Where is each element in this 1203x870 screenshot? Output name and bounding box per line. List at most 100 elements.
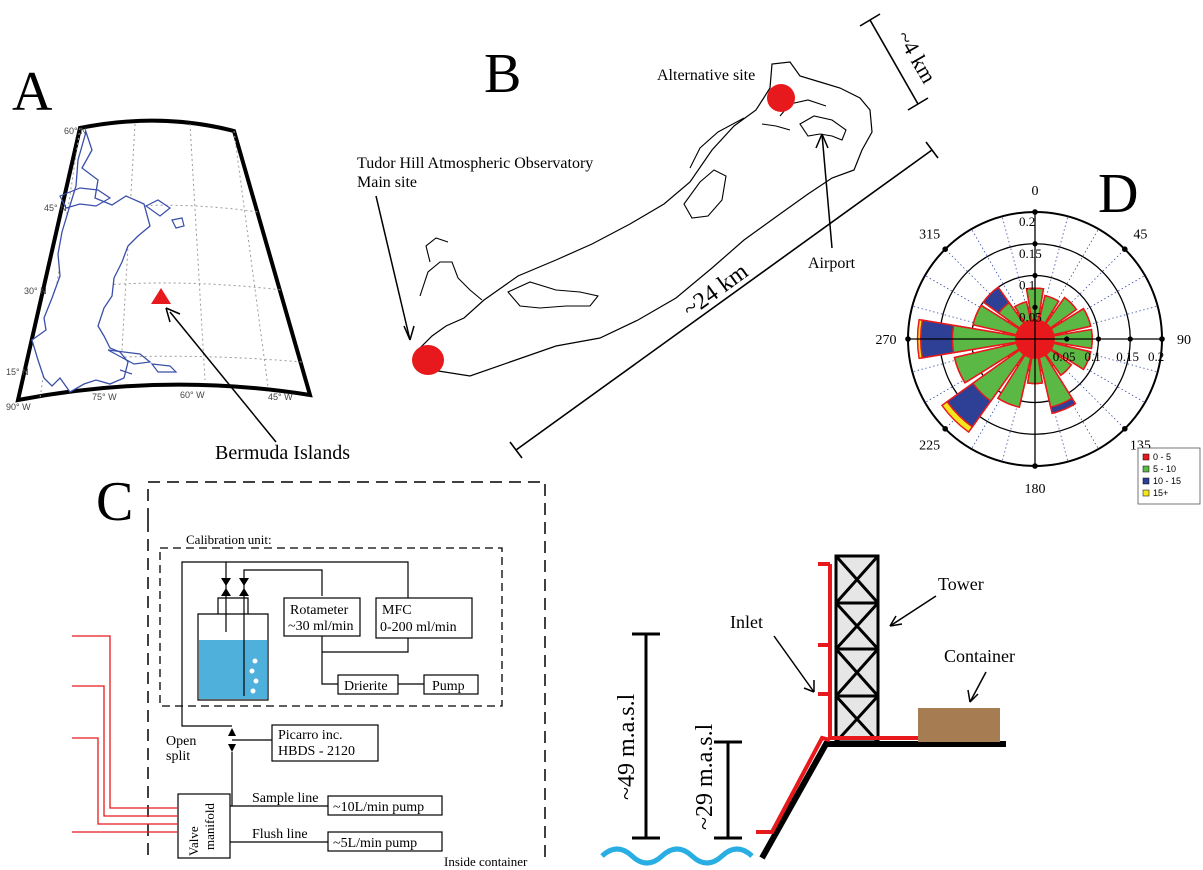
petal-0-225	[1018, 338, 1036, 356]
petal-0-67.5	[1034, 327, 1055, 340]
lon-label-75: 75° W	[92, 392, 117, 402]
legend-swatch-1	[1142, 465, 1150, 473]
radial-label-x-0.15: 0.15	[1116, 349, 1139, 364]
lon-label-60: 60° W	[180, 390, 205, 400]
legend-label-1: 5 - 10	[1153, 464, 1176, 474]
lon-label-45: 45° W	[268, 392, 293, 402]
west-peninsula	[419, 261, 483, 301]
radial-label-y-0.15: 0.15	[1019, 246, 1042, 261]
cal-line-drierite	[321, 636, 338, 685]
petal-0-315	[1018, 322, 1036, 340]
rose-tick-225	[942, 426, 948, 432]
scale-bar-long	[515, 149, 933, 451]
cal-line-to-bottle	[181, 561, 227, 716]
inlet-label: Inlet	[730, 612, 763, 632]
scale-short-label: ~4 km	[892, 26, 942, 87]
main-site-label-line2: Main site	[357, 174, 417, 191]
petal-1-247.5	[953, 338, 1036, 384]
flush-pump-box	[327, 831, 443, 852]
rotameter-flow: ~30 ml/min	[288, 619, 354, 634]
angle-label-0: 0	[1032, 184, 1039, 199]
north-coast-detail	[689, 117, 745, 169]
scale-bar-short-tick-a	[859, 13, 881, 27]
petal-0-135	[1034, 338, 1052, 356]
panel-c: C Calibration unit: Rotameter ~30 ml/min	[72, 471, 1015, 869]
sea-wave	[600, 846, 754, 866]
angle-label-315: 315	[919, 228, 940, 243]
main-site-label-line1: Tudor Hill Atmospheric Observatory	[357, 155, 593, 172]
rose-tick-270	[905, 336, 911, 342]
panel-c-letter: C	[96, 471, 133, 533]
valve-manifold-box	[177, 793, 231, 859]
lat-label-45: 45° N	[44, 203, 67, 213]
airport-area	[799, 115, 847, 141]
lat-label-30: 30° N	[24, 286, 47, 296]
great-lakes	[59, 187, 112, 209]
angle-label-225: 225	[919, 438, 940, 453]
radial-label-x-0.05: 0.05	[1053, 349, 1076, 364]
rose-ring-dot	[1127, 336, 1133, 342]
lat-label-60: 60° N	[64, 126, 87, 136]
rose-ring-dot	[1032, 209, 1038, 215]
cal-line-mfc-down	[322, 638, 409, 653]
height-49-label: ~49 m.a.s.l	[614, 693, 640, 800]
panel-a: A 60° N 45° N 30° N 15° N 90° W 75° W 60…	[6, 61, 350, 464]
bubbler-water	[199, 640, 267, 699]
container-label: Container	[944, 646, 1015, 666]
radial-label-x-0.2: 0.2	[1148, 349, 1164, 364]
rose-ring-dot	[1032, 272, 1038, 279]
harbour-shore	[507, 281, 599, 309]
scale-bar-long-tick-a	[509, 441, 523, 459]
ground-slope	[759, 741, 1006, 860]
coastline	[31, 129, 151, 393]
pump-box	[423, 674, 479, 695]
rose-ring-dot	[1064, 336, 1070, 342]
bubbler-neck	[217, 597, 249, 614]
callout-line	[169, 311, 277, 443]
rose-ring-dot	[1095, 336, 1102, 342]
drierite-label: Drierite	[344, 679, 388, 694]
radial-label-x-0.1: 0.1	[1085, 349, 1101, 364]
rose-tick-45	[1122, 246, 1128, 252]
open-split-label-2: split	[166, 749, 190, 764]
west-islet	[425, 237, 449, 263]
bermuda-islands-label: Bermuda Islands	[215, 442, 350, 464]
drierite-box	[337, 674, 399, 695]
petal-0-45	[1034, 322, 1052, 340]
height-bar-49	[632, 632, 660, 840]
legend-swatch-3	[1142, 489, 1150, 497]
sample-line-label: Sample line	[252, 791, 319, 806]
inside-container-label: Inside container	[444, 854, 528, 869]
sample-pump-label: ~10L/min pump	[333, 800, 424, 815]
valve-manifold-label-2: manifold	[202, 803, 217, 850]
height-29-label: ~29 m.a.s.l	[692, 723, 718, 830]
bubbler-bottle	[197, 613, 269, 701]
flush-pump-label: ~5L/min pump	[333, 836, 417, 851]
airport-label: Airport	[808, 255, 856, 272]
airport-callout-line	[821, 133, 833, 249]
height-bar-29	[714, 740, 742, 840]
pump-label: Pump	[432, 679, 465, 694]
rose-tick-135	[1122, 426, 1128, 432]
legend-label-3: 15+	[1153, 488, 1168, 498]
calibration-unit-label: Calibration unit:	[186, 532, 272, 547]
island-outline	[419, 61, 873, 377]
petal-0-247.5	[1015, 338, 1036, 351]
legend-label-0: 0 - 5	[1153, 452, 1171, 462]
scale-bar-long-tick-b	[925, 141, 939, 159]
flush-line-label: Flush line	[252, 827, 308, 842]
tower-lattice	[834, 555, 880, 744]
rose-tick-180	[1032, 463, 1038, 469]
petal-0-337.5	[1023, 319, 1036, 340]
petal-0-157.5	[1034, 338, 1047, 359]
cal-line-mfc	[226, 561, 409, 598]
windrose-legend: 0 - 5 5 - 10 10 - 15 15+	[1137, 447, 1201, 505]
radial-label-y-0.2: 0.2	[1019, 214, 1035, 229]
angle-label-180: 180	[1025, 482, 1046, 497]
windrose-overlay	[905, 209, 1165, 469]
mfc-label: MFC	[382, 603, 412, 618]
lat-label-15: 15° N	[6, 367, 29, 377]
caribbean-islands	[107, 349, 178, 375]
bermuda-triangle-marker	[151, 288, 171, 304]
container-boundary	[147, 481, 546, 860]
